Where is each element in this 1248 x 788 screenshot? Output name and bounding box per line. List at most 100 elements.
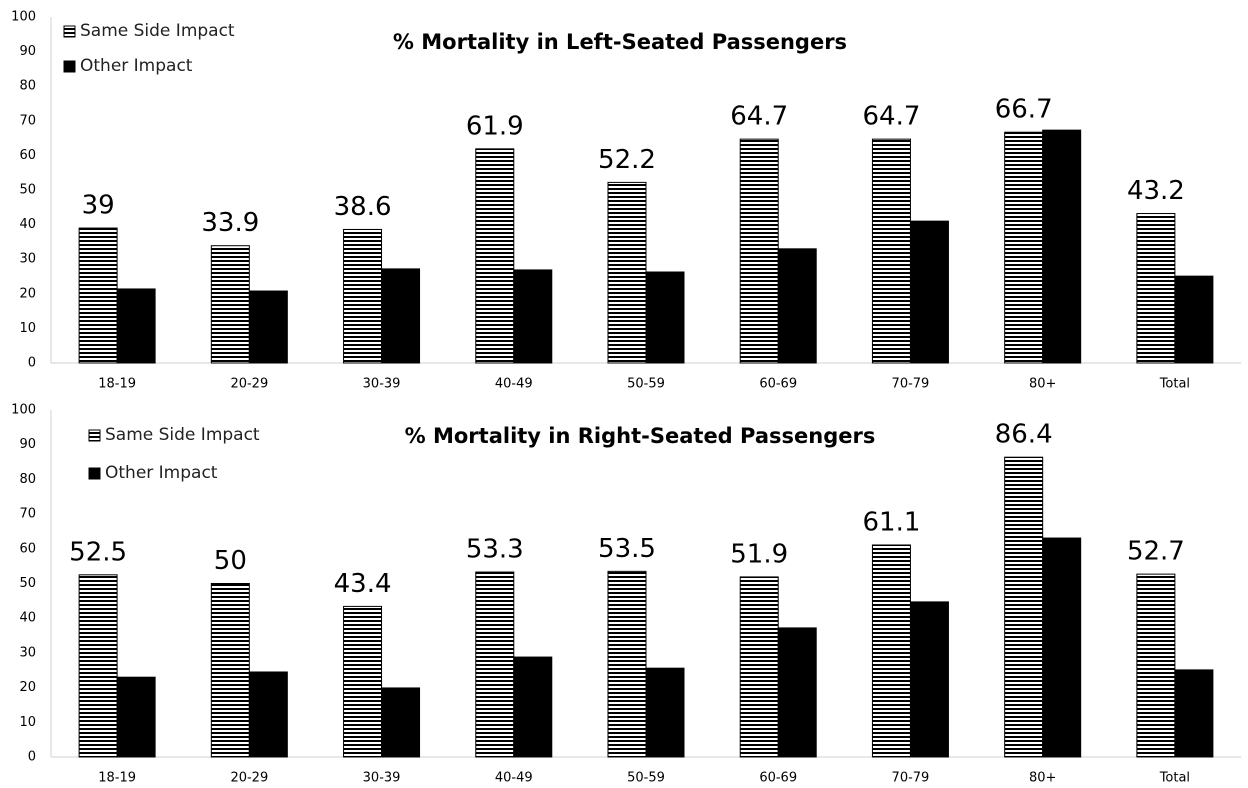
x-tick-label: 50-59: [627, 377, 665, 392]
bar: [607, 181, 647, 364]
data-label: 39: [82, 191, 115, 221]
y-tick-label: 0: [28, 750, 36, 765]
bar: [1136, 573, 1176, 758]
y-tick-label: 100: [11, 10, 36, 25]
x-tick-label: Total: [1159, 771, 1190, 786]
bar: [777, 248, 817, 364]
x-tick-label: 80+: [1029, 771, 1056, 786]
y-tick-label: 10: [19, 321, 36, 336]
data-label: 51.9: [730, 539, 788, 569]
bar: [1136, 213, 1176, 364]
bar: [78, 227, 118, 364]
x-tick-label: 18-19: [98, 771, 136, 786]
x-tick-label: 70-79: [892, 771, 930, 786]
x-tick-label: 30-39: [363, 771, 401, 786]
x-tick-label: 60-69: [759, 377, 797, 392]
data-label: 52.2: [598, 145, 656, 175]
bar: [645, 271, 685, 364]
x-tick-label: 30-39: [363, 377, 401, 392]
bar: [871, 138, 911, 364]
y-tick-label: 60: [19, 541, 36, 556]
bar: [116, 676, 156, 758]
bar: [871, 544, 911, 758]
x-tick-label: 20-29: [230, 771, 268, 786]
y-tick-label: 70: [19, 507, 36, 522]
y-tick-label: 20: [19, 680, 36, 695]
data-label: 64.7: [862, 102, 920, 132]
bar: [381, 687, 421, 758]
bar: [78, 574, 118, 758]
bar: [475, 148, 515, 364]
y-tick-label: 60: [19, 148, 36, 163]
legend-label: Other Impact: [105, 463, 218, 483]
chart-title: % Mortality in Left-Seated Passengers: [393, 30, 847, 54]
bar: [1004, 131, 1044, 364]
data-label: 50: [214, 546, 247, 576]
y-tick-label: 10: [19, 715, 36, 730]
x-tick-label: 70-79: [892, 377, 930, 392]
legend-swatch: [88, 467, 101, 480]
bar: [777, 627, 817, 758]
y-tick-label: 20: [19, 286, 36, 301]
x-tick-label: 40-49: [495, 377, 533, 392]
legend-label: Same Side Impact: [105, 425, 260, 445]
legend-label: Same Side Impact: [80, 21, 235, 41]
y-tick-label: 90: [19, 44, 36, 59]
y-tick-label: 50: [19, 183, 36, 198]
bar: [645, 667, 685, 758]
y-tick-label: 70: [19, 113, 36, 128]
legend-swatch: [63, 25, 76, 38]
y-tick-label: 50: [19, 576, 36, 591]
x-tick-label: 50-59: [627, 771, 665, 786]
bar: [248, 290, 288, 364]
x-tick-label: Total: [1159, 377, 1190, 392]
data-label: 61.9: [466, 111, 524, 141]
bar: [343, 228, 383, 364]
bar: [1174, 669, 1214, 758]
bar: [909, 601, 949, 758]
x-tick-label: 18-19: [98, 377, 136, 392]
data-label: 43.2: [1127, 176, 1185, 206]
data-label: 52.5: [69, 537, 127, 567]
bar: [210, 245, 250, 364]
data-label: 38.6: [334, 192, 392, 222]
bar: [739, 138, 779, 364]
y-tick-label: 40: [19, 611, 36, 626]
data-label: 53.3: [466, 535, 524, 565]
bar: [909, 220, 949, 364]
y-tick-label: 30: [19, 252, 36, 267]
bar: [607, 570, 647, 758]
x-tick-label: 80+: [1029, 377, 1056, 392]
data-label: 61.1: [862, 507, 920, 537]
y-tick-label: 80: [19, 472, 36, 487]
bar: [210, 583, 250, 758]
bar: [513, 656, 553, 758]
legend-swatch: [88, 429, 101, 442]
legend-label: Other Impact: [80, 56, 193, 76]
y-tick-label: 100: [11, 403, 36, 418]
chart-title: % Mortality in Right-Seated Passengers: [405, 424, 876, 448]
data-label: 64.7: [730, 102, 788, 132]
x-tick-label: 40-49: [495, 771, 533, 786]
legend-swatch: [63, 60, 76, 73]
data-label: 52.7: [1127, 537, 1185, 567]
bar: [513, 269, 553, 364]
data-label: 43.4: [334, 569, 392, 599]
bar: [116, 288, 156, 364]
y-tick-label: 80: [19, 79, 36, 94]
y-tick-label: 40: [19, 217, 36, 232]
data-label: 33.9: [201, 208, 259, 238]
bar: [475, 571, 515, 758]
bar: [1042, 537, 1082, 758]
bar: [248, 671, 288, 758]
y-tick-label: 0: [28, 356, 36, 371]
bar: [381, 268, 421, 364]
bar: [343, 605, 383, 758]
data-label: 66.7: [995, 95, 1053, 125]
bar: [1042, 129, 1082, 364]
data-label: 86.4: [995, 420, 1053, 450]
y-tick-label: 90: [19, 437, 36, 452]
y-tick-label: 30: [19, 645, 36, 660]
